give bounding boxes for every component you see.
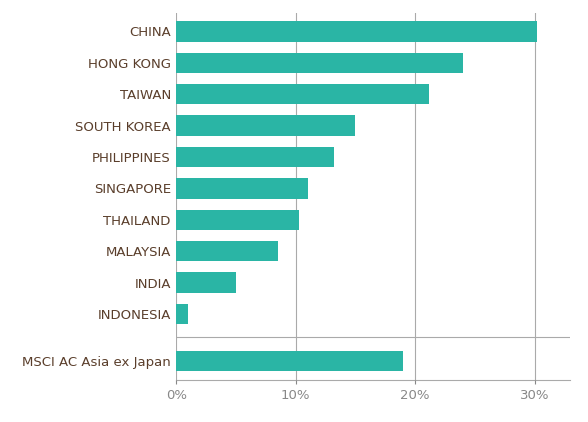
Bar [176, 84, 429, 105]
Bar [176, 178, 308, 199]
Bar [176, 53, 463, 73]
Bar [176, 241, 278, 261]
Bar [176, 351, 403, 371]
Bar [176, 304, 188, 324]
Bar [176, 116, 356, 136]
Bar [176, 210, 299, 230]
Bar [176, 147, 334, 167]
Bar [176, 21, 537, 42]
Bar [176, 272, 236, 293]
